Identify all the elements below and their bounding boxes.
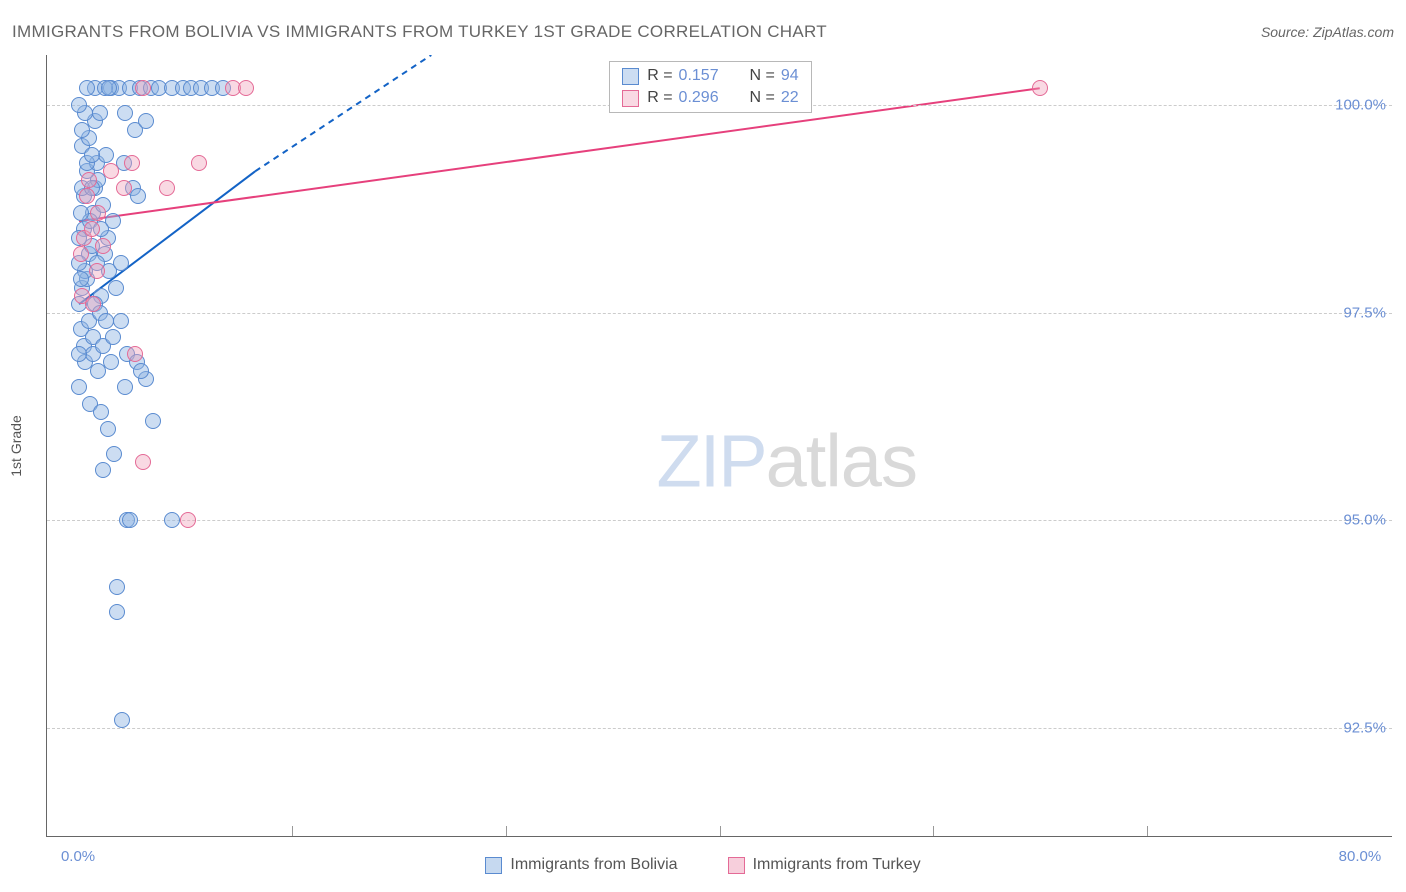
correlation-legend-row: R =0.157N =94: [610, 65, 810, 87]
scatter-point-turkey: [135, 454, 151, 470]
scatter-point-bolivia: [106, 446, 122, 462]
scatter-point-bolivia: [109, 604, 125, 620]
scatter-point-bolivia: [73, 271, 89, 287]
chart-title: IMMIGRANTS FROM BOLIVIA VS IMMIGRANTS FR…: [12, 22, 827, 42]
scatter-point-bolivia: [109, 579, 125, 595]
scatter-point-turkey: [79, 188, 95, 204]
gridline-h: [47, 520, 1392, 521]
scatter-point-turkey: [116, 180, 132, 196]
chart-header: IMMIGRANTS FROM BOLIVIA VS IMMIGRANTS FR…: [12, 22, 1394, 42]
scatter-point-bolivia: [117, 105, 133, 121]
correlation-legend: R =0.157N =94R =0.296N =22: [609, 61, 811, 113]
legend-swatch: [622, 90, 639, 107]
scatter-point-bolivia: [71, 346, 87, 362]
legend-label: Immigrants from Turkey: [753, 856, 921, 874]
scatter-point-bolivia: [71, 97, 87, 113]
scatter-point-turkey: [124, 155, 140, 171]
x-minor-tick: [506, 826, 507, 836]
scatter-point-turkey: [73, 246, 89, 262]
scatter-point-turkey: [90, 205, 106, 221]
scatter-point-bolivia: [103, 354, 119, 370]
scatter-point-turkey: [103, 163, 119, 179]
scatter-point-turkey: [84, 221, 100, 237]
scatter-point-bolivia: [133, 363, 149, 379]
scatter-point-bolivia: [71, 379, 87, 395]
scatter-point-turkey: [238, 80, 254, 96]
scatter-point-bolivia: [108, 280, 124, 296]
scatter-point-turkey: [1032, 80, 1048, 96]
scatter-point-bolivia: [100, 421, 116, 437]
x-minor-tick: [933, 826, 934, 836]
scatter-point-bolivia: [130, 188, 146, 204]
chart-source: Source: ZipAtlas.com: [1261, 24, 1394, 40]
plot-inner: 92.5% 95.0% 97.5% 100.0% ZIPatlas R =0.157N =…: [46, 55, 1392, 837]
legend-swatch: [622, 68, 639, 85]
scatter-point-bolivia: [95, 462, 111, 478]
scatter-point-turkey: [127, 346, 143, 362]
legend-item: Immigrants from Turkey: [728, 856, 921, 874]
plot-area: 92.5% 95.0% 97.5% 100.0% ZIPatlas R =0.157N =…: [46, 55, 1392, 837]
legend-swatch: [728, 857, 745, 874]
y-tick-label: 97.5%: [1343, 304, 1386, 321]
scatter-point-bolivia: [105, 329, 121, 345]
trend-lines: [47, 55, 1392, 836]
legend-item: Immigrants from Bolivia: [485, 856, 677, 874]
scatter-point-bolivia: [73, 205, 89, 221]
gridline-h: [47, 728, 1392, 729]
scatter-point-turkey: [135, 80, 151, 96]
scatter-point-bolivia: [117, 379, 133, 395]
scatter-point-bolivia: [84, 147, 100, 163]
scatter-point-turkey: [191, 155, 207, 171]
scatter-point-turkey: [85, 296, 101, 312]
bottom-legend: Immigrants from Bolivia Immigrants from T…: [0, 856, 1406, 874]
scatter-point-bolivia: [113, 255, 129, 271]
scatter-point-bolivia: [93, 404, 109, 420]
scatter-point-turkey: [81, 172, 97, 188]
y-tick-label: 92.5%: [1343, 719, 1386, 736]
watermark: ZIPatlas: [657, 419, 917, 504]
gridline-h: [47, 313, 1392, 314]
scatter-point-bolivia: [122, 512, 138, 528]
scatter-point-turkey: [159, 180, 175, 196]
scatter-point-bolivia: [164, 512, 180, 528]
correlation-legend-row: R =0.296N =22: [610, 87, 810, 109]
scatter-point-bolivia: [98, 147, 114, 163]
scatter-point-turkey: [180, 512, 196, 528]
scatter-point-bolivia: [113, 313, 129, 329]
scatter-point-bolivia: [145, 413, 161, 429]
scatter-point-bolivia: [114, 712, 130, 728]
scatter-point-bolivia: [101, 80, 117, 96]
x-minor-tick: [292, 826, 293, 836]
scatter-point-turkey: [95, 238, 111, 254]
x-minor-tick: [720, 826, 721, 836]
y-axis-title: 1st Grade: [8, 415, 24, 476]
legend-swatch: [485, 857, 502, 874]
scatter-point-bolivia: [92, 105, 108, 121]
scatter-point-bolivia: [138, 113, 154, 129]
scatter-point-bolivia: [79, 80, 95, 96]
legend-label: Immigrants from Bolivia: [510, 856, 677, 874]
scatter-point-bolivia: [74, 122, 90, 138]
y-tick-label: 100.0%: [1335, 96, 1386, 113]
y-tick-label: 95.0%: [1343, 512, 1386, 529]
scatter-point-turkey: [89, 263, 105, 279]
x-minor-tick: [1147, 826, 1148, 836]
